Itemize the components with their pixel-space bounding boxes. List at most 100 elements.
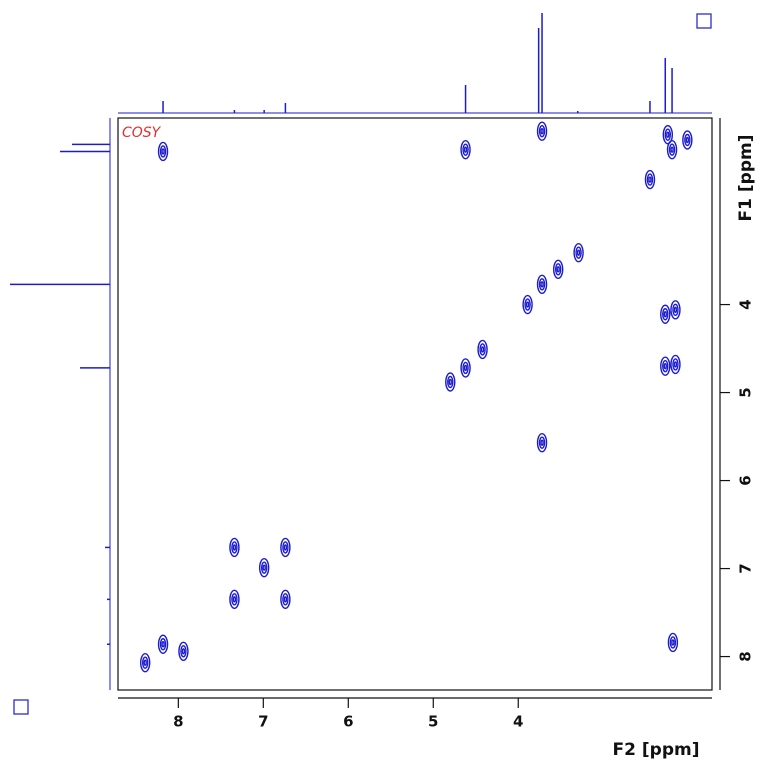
contour-ring: [178, 641, 189, 661]
cross-peak: [445, 372, 456, 392]
contour-ring: [524, 298, 531, 311]
contour-ring: [445, 372, 456, 392]
y-tick-label: 7: [737, 563, 755, 573]
cross-peak: [522, 294, 533, 315]
contour-ring: [673, 306, 678, 314]
contour-ring: [682, 130, 693, 150]
corner-box: [13, 699, 29, 715]
plot-frame: [117, 117, 713, 691]
contour-ring: [460, 139, 471, 160]
contour-ring: [663, 362, 667, 370]
cross-peak: [460, 358, 471, 378]
contour-ring: [260, 561, 268, 574]
contour-ring: [648, 176, 652, 183]
cross-peak: [660, 356, 671, 376]
corner-box: [696, 13, 712, 29]
contour-ring: [660, 304, 671, 324]
contour-ring: [671, 639, 675, 646]
contour-ring: [139, 653, 151, 673]
contour-ring: [283, 596, 288, 603]
contour-ring: [180, 645, 187, 658]
contour-ring: [159, 638, 167, 651]
contour-ring: [161, 148, 165, 155]
cross-peak: [662, 125, 674, 145]
contour-ring: [181, 648, 186, 655]
contour-ring: [462, 361, 469, 375]
cross-peak: [477, 339, 488, 360]
contour-ring: [280, 589, 291, 610]
chart-title: COSY: [122, 125, 162, 141]
cross-peak: [258, 557, 270, 578]
cross-peak: [229, 589, 240, 610]
contour-ring: [538, 436, 546, 449]
contour-ring: [666, 131, 670, 138]
y-tick-label: 8: [737, 651, 755, 661]
contour-ring: [664, 128, 672, 141]
contour-ring: [161, 641, 165, 648]
contour-ring: [670, 146, 674, 153]
cross-peak: [157, 141, 169, 162]
contour-ring: [159, 145, 167, 158]
contour-ring: [536, 121, 548, 141]
contour-ring: [554, 263, 562, 276]
contour-ring: [157, 141, 169, 162]
contour-ring: [525, 301, 530, 308]
cross-peak: [670, 354, 681, 375]
cross-peak: [682, 130, 693, 150]
contour-ring: [232, 596, 237, 603]
contour-ring: [644, 169, 656, 190]
contour-ring: [479, 343, 486, 356]
contour-ring: [447, 375, 454, 389]
contour-ring: [668, 143, 676, 156]
contour-ring: [536, 274, 548, 295]
contour-ring: [662, 308, 669, 321]
contour-ring: [662, 359, 669, 373]
cross-peak: [667, 632, 679, 653]
cross-peak: [644, 169, 656, 190]
y-tick-label: 5: [737, 387, 755, 397]
contour-ring: [669, 636, 677, 649]
contour-ring: [576, 249, 581, 256]
contour-ring: [685, 136, 690, 144]
contour-ring: [462, 143, 469, 156]
contour-ring: [663, 311, 667, 318]
contour-ring: [575, 246, 582, 259]
contour-ring: [480, 346, 485, 353]
contour-ring: [540, 439, 544, 446]
contour-ring: [258, 557, 270, 578]
contour-ring: [646, 173, 654, 186]
contour-ring: [477, 339, 488, 360]
contour-ring: [231, 541, 238, 554]
contour-ring: [463, 364, 468, 372]
x-tick-label: 8: [173, 713, 183, 731]
cross-peak: [280, 537, 291, 558]
y-axis-title: F1 [ppm]: [736, 135, 756, 222]
contour-ring: [448, 378, 452, 386]
contour-ring: [229, 537, 240, 558]
contour-ring: [672, 358, 679, 371]
contour-ring: [538, 278, 546, 291]
x-tick-label: 5: [428, 713, 438, 731]
y-tick-label: 4: [737, 299, 755, 309]
contour-ring: [229, 589, 240, 610]
contour-ring: [540, 127, 544, 135]
cross-peak: [573, 242, 584, 263]
x-tick-label: 4: [513, 713, 523, 731]
cross-peak: [178, 641, 189, 661]
cross-peak: [157, 634, 169, 654]
contour-ring: [157, 634, 169, 654]
contour-ring: [232, 544, 237, 551]
x-tick-label: 7: [258, 713, 268, 731]
contour-ring: [672, 303, 679, 317]
contour-ring: [556, 266, 560, 273]
contour-ring: [662, 125, 674, 145]
cross-peak: [229, 537, 240, 558]
contour-ring: [573, 242, 584, 263]
x-axis-title: F2 [ppm]: [613, 740, 700, 760]
cross-peak: [536, 433, 548, 453]
cross-peak: [536, 274, 548, 295]
contour-ring: [552, 259, 564, 280]
cross-peak: [666, 139, 678, 160]
cross-peak: [660, 304, 671, 324]
